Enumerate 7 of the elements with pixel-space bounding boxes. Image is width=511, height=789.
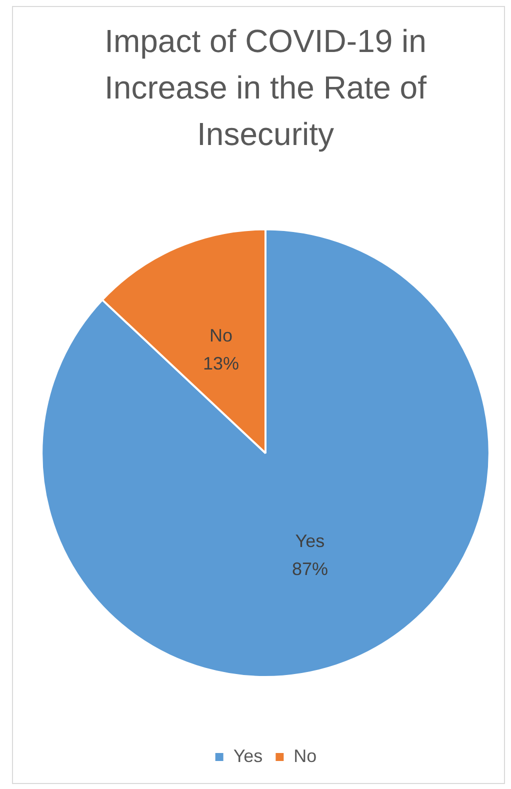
legend-label: No — [294, 746, 317, 766]
slice-label: No — [210, 325, 233, 346]
chart-title: Impact of COVID-19 in Increase in the Rate of Insecurity — [104, 23, 427, 152]
data-label: 87% — [292, 558, 328, 579]
slice-label: Yes — [295, 530, 325, 551]
data-label: 13% — [203, 353, 240, 374]
legend-label: Yes — [233, 746, 263, 766]
